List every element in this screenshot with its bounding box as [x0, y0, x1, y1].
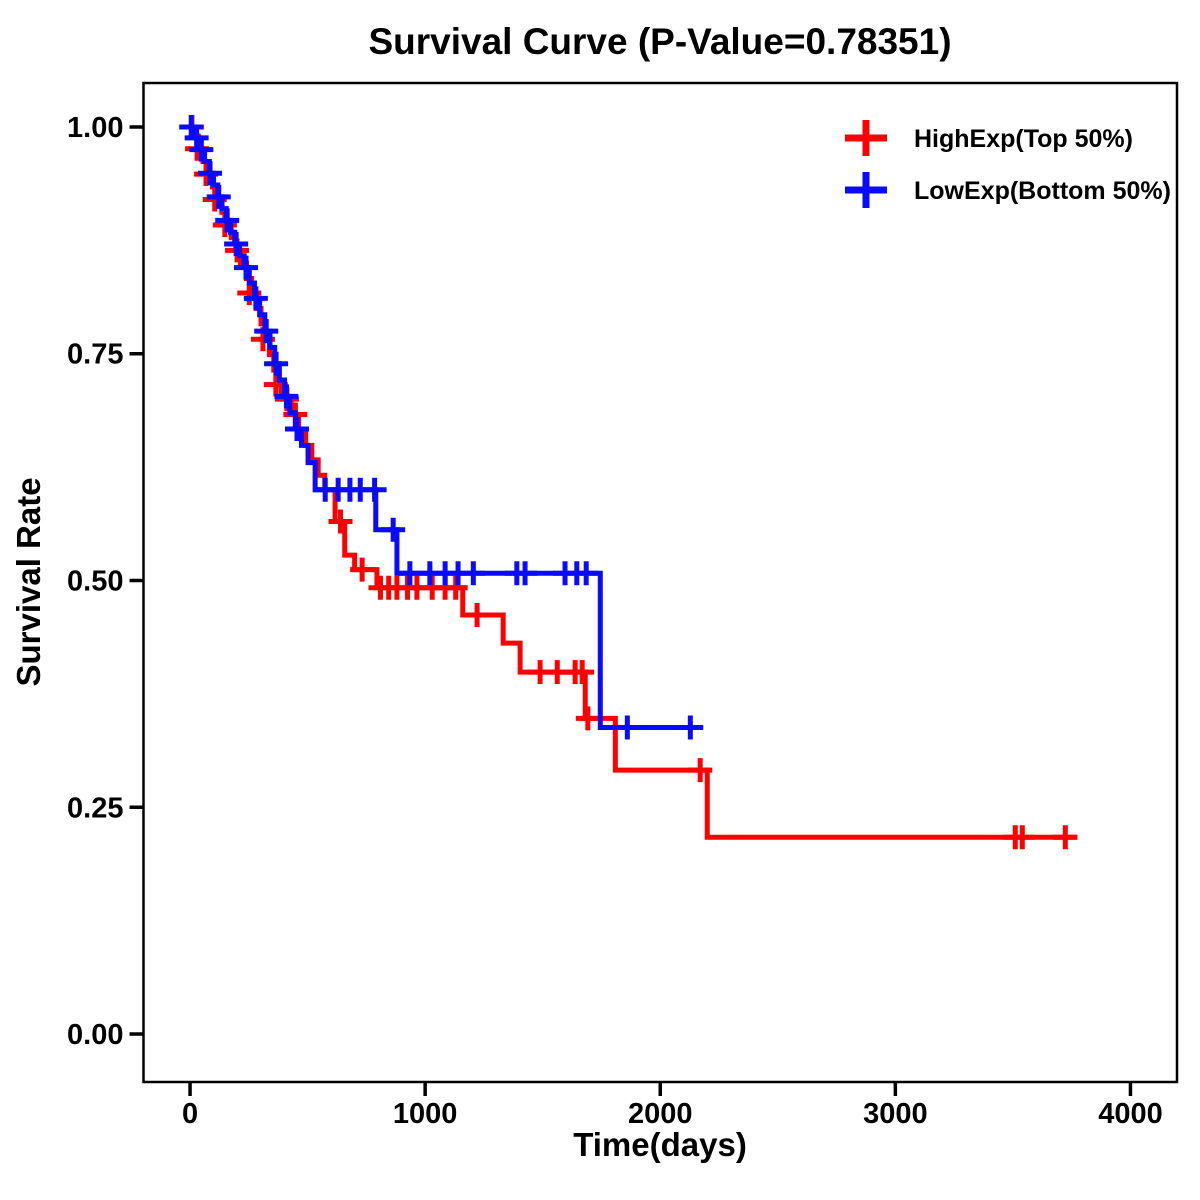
legend-marker-highexp — [845, 120, 887, 156]
legend-label-lowexp: LowExp(Bottom 50%) — [914, 177, 1171, 205]
x-axis-title: Time(days) — [573, 1126, 747, 1163]
survival-curves — [179, 114, 1078, 850]
y-axis-tick-label: 0.00 — [67, 1019, 123, 1051]
survival-curve-lowexp — [190, 124, 704, 730]
censor-marks-lowexp — [179, 114, 703, 740]
x-axis-tick-label: 0 — [182, 1098, 198, 1130]
chart-legend — [845, 120, 887, 208]
x-axis-tick-label: 3000 — [863, 1098, 928, 1130]
x-axis-tick-label: 2000 — [628, 1098, 693, 1130]
x-axis-tick-label: 4000 — [1098, 1098, 1163, 1130]
y-axis-tick-label: 0.50 — [67, 566, 123, 598]
y-axis-tick-label: 0.75 — [67, 339, 123, 371]
axis-ticks: 0 1000 2000 3000 4000 0.00 0.25 0.50 0.75 1.00 — [67, 112, 1163, 1130]
x-axis-tick-label: 1000 — [393, 1098, 458, 1130]
y-axis-title: Survival Rate — [10, 477, 47, 686]
chart-title: Survival Curve (P-Value=0.78351) — [368, 21, 951, 62]
legend-marker-lowexp — [845, 172, 887, 208]
y-axis-tick-label: 1.00 — [67, 112, 123, 144]
legend-label-highexp: HighExp(Top 50%) — [914, 125, 1133, 153]
y-axis-tick-label: 0.25 — [67, 792, 123, 824]
plot-frame — [142, 81, 1179, 1084]
